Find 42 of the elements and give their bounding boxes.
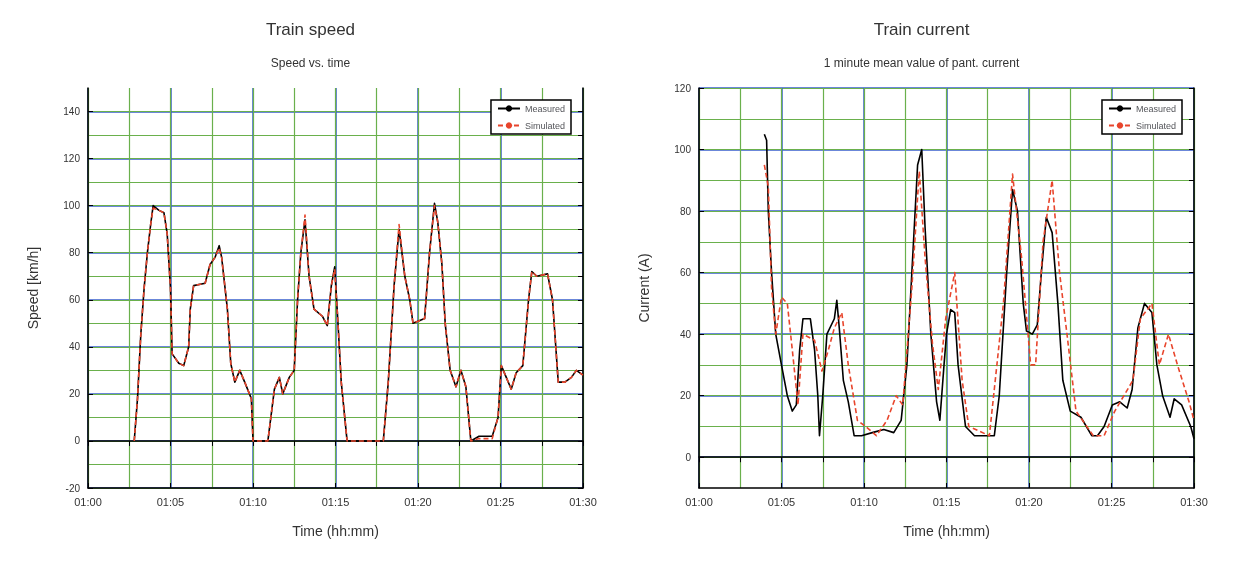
x-tick-label: 01:05 [156, 495, 185, 508]
y-tick-label: 20 [679, 390, 692, 402]
legend-label: Simulated [1135, 120, 1177, 131]
x-tick-label: 01:00 [685, 495, 713, 508]
x-tick-label: 01:25 [1097, 495, 1126, 508]
y-tick-label: 60 [68, 294, 81, 306]
x-tick-label: 01:20 [1015, 495, 1043, 508]
y-tick-label: 0 [685, 451, 692, 463]
y-tick-label: 0 [74, 435, 81, 447]
chart-title: Train speed [265, 20, 356, 39]
chart-subtitle: Speed vs. time [270, 56, 351, 70]
y-tick-label: 80 [679, 205, 692, 217]
x-axis-title: Time (hh:mm) [903, 523, 990, 539]
y-tick-label: -20 [65, 482, 81, 494]
x-tick-label: 01:25 [486, 495, 515, 508]
y-tick-label: 140 [63, 106, 81, 118]
y-tick-label: 120 [63, 153, 81, 165]
y-axis-title: Current (A) [636, 253, 652, 323]
x-tick-label: 01:00 [74, 495, 102, 508]
x-tick-label: 01:20 [404, 495, 432, 508]
legend-label: Measured [1135, 103, 1177, 114]
y-tick-label: 40 [679, 328, 692, 340]
y-axis-title: Speed [km/h] [25, 246, 41, 330]
y-tick-label: 60 [679, 267, 692, 279]
y-tick-label: 100 [674, 144, 692, 156]
chart-subtitle: 1 minute mean value of pant. current [823, 56, 1020, 70]
y-tick-label: 40 [68, 341, 81, 353]
legend-label: Simulated [524, 120, 566, 131]
chart-title: Train current [873, 20, 970, 39]
x-tick-label: 01:10 [239, 495, 267, 508]
y-tick-label: 20 [68, 388, 81, 400]
x-tick-label: 01:30 [1180, 495, 1208, 508]
legend-label: Measured [524, 103, 566, 114]
x-tick-label: 01:15 [321, 495, 350, 508]
x-tick-label: 01:05 [767, 495, 796, 508]
y-tick-label: 100 [63, 200, 81, 212]
x-tick-label: 01:15 [932, 495, 961, 508]
x-tick-label: 01:10 [850, 495, 878, 508]
x-tick-label: 01:30 [569, 495, 597, 508]
y-tick-label: 120 [674, 82, 692, 94]
y-tick-label: 80 [68, 247, 81, 259]
x-axis-title: Time (hh:mm) [292, 523, 379, 539]
